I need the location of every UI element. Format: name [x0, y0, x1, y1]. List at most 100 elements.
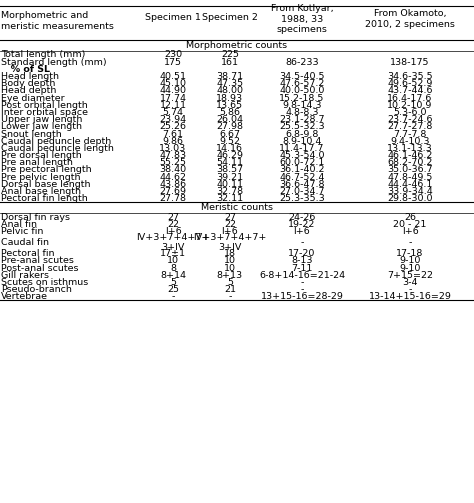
Text: 24-26: 24-26 [288, 213, 316, 221]
Text: 8-13: 8-13 [291, 257, 313, 266]
Text: Vertebrae: Vertebrae [1, 292, 48, 301]
Text: Pectoral fin length: Pectoral fin length [1, 194, 88, 203]
Text: 9.52: 9.52 [219, 137, 240, 146]
Text: 27.78: 27.78 [160, 194, 186, 203]
Text: 7-11: 7-11 [291, 264, 313, 273]
Text: 19-22: 19-22 [288, 220, 316, 229]
Text: 38.71: 38.71 [216, 72, 244, 81]
Text: Standard length (mm): Standard length (mm) [1, 58, 107, 66]
Text: % of SL: % of SL [1, 65, 50, 74]
Text: 47.8-49.5: 47.8-49.5 [387, 173, 433, 182]
Text: 32.11: 32.11 [216, 194, 244, 203]
Text: 5: 5 [227, 278, 233, 287]
Text: 6.67: 6.67 [219, 130, 240, 138]
Text: Gill rakers: Gill rakers [1, 271, 49, 280]
Text: 8+14: 8+14 [160, 271, 186, 280]
Text: 40.51: 40.51 [160, 72, 186, 81]
Text: Scutes on isthmus: Scutes on isthmus [1, 278, 88, 287]
Text: Anal base length: Anal base length [1, 187, 81, 196]
Text: Pseudo-branch: Pseudo-branch [1, 285, 72, 294]
Text: From Okamoto,
2010, 2 specimens: From Okamoto, 2010, 2 specimens [365, 10, 455, 29]
Text: Caudal peduncle depth: Caudal peduncle depth [1, 137, 111, 146]
Text: Caudal fin: Caudal fin [1, 238, 49, 247]
Text: Pre pelvic length: Pre pelvic length [1, 173, 81, 182]
Text: 225: 225 [221, 50, 239, 59]
Text: -: - [228, 292, 232, 301]
Text: -: - [300, 238, 304, 247]
Text: 230: 230 [164, 50, 182, 59]
Text: Inter orbital space: Inter orbital space [1, 108, 88, 117]
Text: Pre dorsal length: Pre dorsal length [1, 151, 82, 160]
Text: 138-175: 138-175 [390, 58, 430, 66]
Text: 17-20: 17-20 [288, 249, 316, 258]
Text: 47.35: 47.35 [216, 79, 244, 88]
Text: 43.7-44.6: 43.7-44.6 [387, 87, 433, 96]
Text: 25.26: 25.26 [160, 122, 186, 131]
Text: 46.7-52.4: 46.7-52.4 [279, 173, 325, 182]
Text: 38.57: 38.57 [216, 165, 244, 175]
Text: 43.86: 43.86 [159, 180, 187, 189]
Text: 13.03: 13.03 [159, 144, 187, 153]
Text: I+6: I+6 [401, 227, 419, 236]
Text: 11.4-17.7: 11.4-17.7 [279, 144, 325, 153]
Text: 14.16: 14.16 [217, 144, 243, 153]
Text: 29.8-30.0: 29.8-30.0 [387, 194, 433, 203]
Text: 26: 26 [404, 213, 416, 221]
Text: Caudal peduncle length: Caudal peduncle length [1, 144, 114, 153]
Text: 26.04: 26.04 [217, 115, 243, 124]
Text: Pre anal length: Pre anal length [1, 158, 73, 167]
Text: 13+15-16=28-29: 13+15-16=28-29 [261, 292, 343, 301]
Text: Post-anal scutes: Post-anal scutes [1, 264, 79, 273]
Text: 44.62: 44.62 [160, 173, 186, 182]
Text: 9-10: 9-10 [399, 264, 421, 273]
Text: 54.11: 54.11 [217, 158, 243, 167]
Text: 5.86: 5.86 [219, 108, 240, 117]
Text: Anal fin: Anal fin [1, 220, 37, 229]
Text: Pre-anal scutes: Pre-anal scutes [1, 257, 74, 266]
Text: IV+3+7+4+7+
3+IV: IV+3+7+4+7+ 3+IV [137, 233, 210, 252]
Text: I+6: I+6 [221, 227, 238, 236]
Text: 161: 161 [221, 58, 239, 66]
Text: 5.74: 5.74 [163, 108, 183, 117]
Text: Total length (mm): Total length (mm) [1, 50, 85, 59]
Text: Eye diameter: Eye diameter [1, 94, 64, 103]
Text: 175: 175 [164, 58, 182, 66]
Text: 23.1-28.7: 23.1-28.7 [279, 115, 325, 124]
Text: 15.2-18.5: 15.2-18.5 [279, 94, 325, 103]
Text: 27.0-34.7: 27.0-34.7 [279, 187, 325, 196]
Text: Dorsal base length: Dorsal base length [1, 180, 91, 189]
Text: 49.6-52.9: 49.6-52.9 [387, 79, 433, 88]
Text: 34.6-35.5: 34.6-35.5 [387, 72, 433, 81]
Text: -: - [171, 292, 175, 301]
Text: 36.6-47.8: 36.6-47.8 [279, 180, 325, 189]
Text: 27.98: 27.98 [217, 122, 243, 131]
Text: 21: 21 [224, 285, 236, 294]
Text: I+6: I+6 [164, 227, 182, 236]
Text: 35.0-36.7: 35.0-36.7 [387, 165, 433, 175]
Text: 33.9-34.4: 33.9-34.4 [387, 187, 433, 196]
Text: 9.8-14.3: 9.8-14.3 [282, 101, 322, 110]
Text: -: - [408, 285, 412, 294]
Text: Head depth: Head depth [1, 87, 56, 96]
Text: Dorsal fin rays: Dorsal fin rays [1, 213, 70, 221]
Text: 13.1-13.3: 13.1-13.3 [387, 144, 433, 153]
Text: 8: 8 [170, 264, 176, 273]
Text: 23.94: 23.94 [159, 115, 187, 124]
Text: 46.29: 46.29 [217, 151, 243, 160]
Text: 17.74: 17.74 [160, 94, 186, 103]
Text: 4.8-8.3: 4.8-8.3 [285, 108, 319, 117]
Text: 7+15=22: 7+15=22 [387, 271, 433, 280]
Text: -: - [300, 285, 304, 294]
Text: 10: 10 [167, 257, 179, 266]
Text: 6.8-9.8: 6.8-9.8 [285, 130, 319, 138]
Text: 60.0-72.1: 60.0-72.1 [279, 158, 325, 167]
Text: 9.4-10.3: 9.4-10.3 [390, 137, 430, 146]
Text: Morphometric and
meristic measurements: Morphometric and meristic measurements [1, 12, 114, 31]
Text: 47.83: 47.83 [159, 151, 187, 160]
Text: 22: 22 [224, 220, 236, 229]
Text: 27.7-27.8: 27.7-27.8 [387, 122, 433, 131]
Text: Morphometric counts: Morphometric counts [186, 41, 288, 50]
Text: Lower jaw length: Lower jaw length [1, 122, 82, 131]
Text: 13.65: 13.65 [216, 101, 244, 110]
Text: 27.69: 27.69 [160, 187, 186, 196]
